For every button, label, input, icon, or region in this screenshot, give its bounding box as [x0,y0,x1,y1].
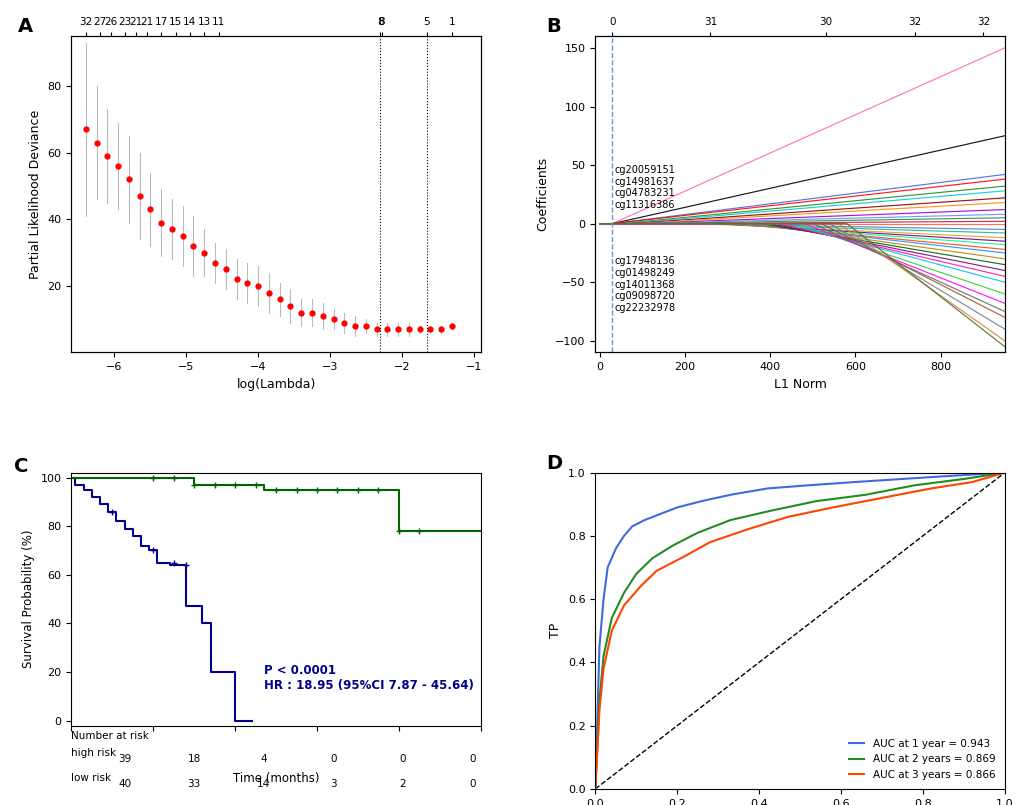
AUC at 3 years = 0.866 [589,784,601,794]
Text: cg20059151
cg14981637
cg04783231
cg11316386: cg20059151 cg14981637 cg04783231 cg11316… [613,165,675,210]
AUC at 1 year = 0.943 [654,509,666,518]
AUC at 3 years = 0.866 [634,582,646,592]
AUC at 1 year = 0.943 [847,477,859,487]
Text: 0: 0 [399,754,406,764]
AUC at 3 years = 0.866 [605,626,618,636]
Line: AUC at 3 years = 0.866: AUC at 3 years = 0.866 [595,473,1004,789]
Text: 33: 33 [187,779,201,790]
Text: 0: 0 [330,754,336,764]
AUC at 1 year = 0.943 [998,468,1010,477]
AUC at 2 years = 0.869 [957,474,969,484]
X-axis label: log(Lambda): log(Lambda) [236,378,316,390]
AUC at 3 years = 0.866 [740,525,752,535]
Y-axis label: Coefficients: Coefficients [536,157,549,231]
AUC at 3 years = 0.866 [781,512,793,522]
AUC at 3 years = 0.866 [924,484,936,493]
Y-axis label: Partial Likelihood Deviance: Partial Likelihood Deviance [29,109,42,279]
Line: AUC at 2 years = 0.869: AUC at 2 years = 0.869 [595,473,1004,789]
AUC at 3 years = 0.866 [675,553,687,563]
AUC at 1 year = 0.943 [597,594,609,604]
AUC at 1 year = 0.943 [609,543,622,553]
AUC at 3 years = 0.866 [825,502,838,512]
AUC at 1 year = 0.943 [638,515,650,525]
Text: 0: 0 [469,754,475,764]
AUC at 2 years = 0.869 [630,569,642,579]
AUC at 3 years = 0.866 [703,538,715,547]
Text: 14: 14 [257,779,270,790]
AUC at 3 years = 0.866 [650,566,662,576]
Text: high risk: high risk [71,748,116,758]
AUC at 2 years = 0.869 [998,468,1010,477]
AUC at 1 year = 0.943 [671,502,683,512]
Text: 39: 39 [118,754,131,764]
X-axis label: Time (months): Time (months) [232,772,319,785]
AUC at 3 years = 0.866 [965,477,977,487]
Y-axis label: TP: TP [549,623,561,638]
AUC at 2 years = 0.869 [589,784,601,794]
AUC at 2 years = 0.869 [597,651,609,661]
AUC at 1 year = 0.943 [801,481,813,490]
AUC at 1 year = 0.943 [896,474,908,484]
AUC at 1 year = 0.943 [695,496,707,506]
X-axis label: L1 Norm: L1 Norm [772,378,825,390]
AUC at 2 years = 0.869 [764,506,776,515]
Text: P < 0.0001
HR : 18.95 (95%CI 7.87 - 45.64): P < 0.0001 HR : 18.95 (95%CI 7.87 - 45.6… [264,663,473,691]
AUC at 1 year = 0.943 [626,522,638,531]
AUC at 1 year = 0.943 [618,531,630,541]
AUC at 3 years = 0.866 [875,493,888,503]
AUC at 2 years = 0.869 [809,496,821,506]
AUC at 1 year = 0.943 [593,642,605,651]
Text: C: C [14,457,29,477]
AUC at 3 years = 0.866 [618,601,630,610]
Text: 3: 3 [330,779,336,790]
AUC at 2 years = 0.869 [859,490,871,500]
Text: 40: 40 [118,779,131,790]
AUC at 2 years = 0.869 [593,696,605,705]
AUC at 2 years = 0.869 [666,541,679,551]
Text: 4: 4 [260,754,267,764]
Text: B: B [546,17,560,36]
Text: cg17948136
cg01498249
cg14011368
cg09098720
cg22232978: cg17948136 cg01498249 cg14011368 cg09098… [613,257,675,313]
AUC at 1 year = 0.943 [723,490,736,500]
Legend: AUC at 1 year = 0.943, AUC at 2 years = 0.869, AUC at 3 years = 0.866: AUC at 1 year = 0.943, AUC at 2 years = … [844,735,999,784]
Text: D: D [546,454,561,473]
AUC at 2 years = 0.869 [646,553,658,563]
AUC at 1 year = 0.943 [601,563,613,572]
Line: AUC at 1 year = 0.943: AUC at 1 year = 0.943 [595,473,1004,789]
AUC at 2 years = 0.869 [723,515,736,525]
AUC at 1 year = 0.943 [945,471,957,481]
AUC at 2 years = 0.869 [908,481,920,490]
AUC at 2 years = 0.869 [691,528,703,538]
Text: Number at risk: Number at risk [71,731,149,741]
AUC at 3 years = 0.866 [597,664,609,674]
Text: 0: 0 [469,779,475,790]
Text: A: A [18,17,34,36]
Text: 2: 2 [399,779,406,790]
AUC at 2 years = 0.869 [618,588,630,597]
AUC at 3 years = 0.866 [593,705,605,715]
Text: low risk: low risk [71,773,111,783]
Y-axis label: Survival Probability (%): Survival Probability (%) [22,530,35,668]
AUC at 1 year = 0.943 [589,784,601,794]
AUC at 3 years = 0.866 [998,468,1010,477]
Text: 18: 18 [187,754,201,764]
AUC at 1 year = 0.943 [760,484,772,493]
AUC at 2 years = 0.869 [605,613,618,623]
